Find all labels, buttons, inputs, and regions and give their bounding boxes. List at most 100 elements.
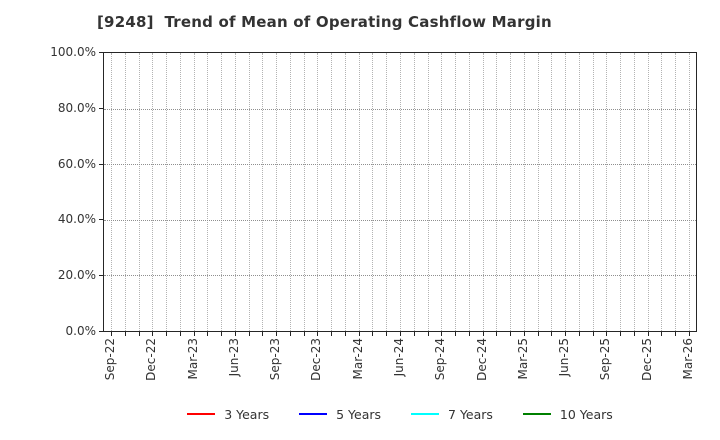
x-tick-mark bbox=[400, 332, 401, 336]
y-tick-label: 80.0% bbox=[57, 100, 96, 115]
vertical-gridline bbox=[138, 53, 140, 331]
legend-label: 3 Years bbox=[224, 406, 270, 422]
x-tick-mark bbox=[441, 332, 443, 336]
x-tick-label: Mar-24 bbox=[350, 338, 365, 380]
y-tick-mark bbox=[99, 219, 103, 221]
legend-item: 5 Years bbox=[299, 407, 381, 422]
vertical-gridline bbox=[372, 53, 374, 331]
vertical-gridline bbox=[358, 53, 360, 331]
x-tick-mark bbox=[578, 332, 580, 336]
x-tick-mark bbox=[303, 332, 305, 336]
vertical-gridline bbox=[262, 53, 264, 331]
vertical-gridline bbox=[551, 53, 553, 331]
vertical-gridline bbox=[193, 53, 195, 331]
vertical-gridline bbox=[289, 53, 291, 331]
vertical-gridline bbox=[675, 53, 677, 331]
x-tick-mark bbox=[537, 332, 539, 336]
x-tick-mark bbox=[152, 332, 154, 336]
x-tick-label: Sep-24 bbox=[433, 338, 448, 381]
chart-title: [9248] Trend of Mean of Operating Cashfl… bbox=[97, 13, 552, 31]
y-tick-label: 0.0% bbox=[65, 324, 97, 338]
x-tick-label: Jun-24 bbox=[392, 338, 406, 377]
y-tick-label: 40.0% bbox=[57, 212, 96, 227]
x-tick-mark bbox=[565, 332, 567, 336]
x-tick-mark bbox=[179, 332, 181, 336]
x-tick-label: Mar-26 bbox=[681, 338, 695, 380]
x-tick-mark bbox=[166, 332, 168, 336]
legend: 3 Years 5 Years 7 Years 10 Years bbox=[103, 403, 697, 425]
x-tick-mark bbox=[633, 332, 635, 336]
vertical-gridline bbox=[207, 53, 209, 331]
vertical-gridline bbox=[234, 53, 236, 331]
vertical-gridline bbox=[386, 53, 388, 331]
horizontal-gridline bbox=[104, 164, 696, 166]
vertical-gridline bbox=[331, 53, 333, 331]
vertical-gridline bbox=[592, 53, 594, 331]
x-tick-mark bbox=[317, 332, 319, 336]
x-tick-mark bbox=[523, 332, 525, 336]
x-tick-mark bbox=[510, 332, 512, 336]
x-tick-mark bbox=[620, 332, 622, 336]
vertical-gridline bbox=[303, 53, 305, 331]
vertical-gridline bbox=[400, 53, 401, 331]
x-tick-label: Sep-25 bbox=[598, 338, 613, 381]
vertical-gridline bbox=[523, 53, 525, 331]
y-tick-label: 60.0% bbox=[57, 156, 96, 171]
x-tick-label: Dec-25 bbox=[639, 338, 654, 381]
x-tick-mark bbox=[413, 332, 415, 336]
horizontal-gridline bbox=[104, 275, 696, 277]
x-tick-mark bbox=[689, 332, 690, 336]
legend-label: 5 Years bbox=[336, 406, 382, 422]
legend-item: 3 Years bbox=[187, 407, 269, 422]
x-tick-mark bbox=[331, 332, 333, 336]
horizontal-gridline bbox=[104, 219, 696, 221]
x-tick-mark bbox=[647, 332, 649, 336]
vertical-gridline bbox=[317, 53, 319, 331]
y-tick-mark bbox=[99, 163, 103, 165]
vertical-gridline bbox=[647, 53, 649, 331]
x-tick-mark bbox=[248, 332, 250, 336]
vertical-gridline bbox=[620, 53, 622, 331]
vertical-gridline bbox=[179, 53, 181, 331]
legend-line-swatch bbox=[522, 413, 551, 415]
x-tick-mark bbox=[482, 332, 484, 336]
x-tick-mark bbox=[221, 332, 223, 336]
x-tick-mark bbox=[262, 332, 264, 336]
legend-item: 7 Years bbox=[411, 407, 493, 422]
x-tick-label: Mar-23 bbox=[185, 338, 200, 380]
vertical-gridline bbox=[124, 53, 126, 331]
legend-label: 7 Years bbox=[448, 406, 493, 422]
vertical-gridline bbox=[606, 53, 608, 331]
x-tick-mark bbox=[289, 332, 291, 336]
legend-line-swatch bbox=[187, 413, 216, 415]
x-tick-mark bbox=[372, 332, 374, 336]
x-tick-mark bbox=[193, 332, 195, 336]
x-tick-mark bbox=[427, 332, 429, 336]
x-tick-mark bbox=[234, 332, 236, 336]
x-tick-mark bbox=[276, 332, 278, 336]
plot-area bbox=[103, 52, 697, 332]
x-tick-mark bbox=[675, 332, 677, 336]
vertical-gridline bbox=[427, 53, 429, 331]
y-tick-label: 20.0% bbox=[57, 268, 96, 283]
vertical-gridline bbox=[276, 53, 278, 331]
vertical-gridline bbox=[565, 53, 567, 331]
x-tick-label: Jun-25 bbox=[557, 338, 572, 377]
legend-item: 10 Years bbox=[522, 407, 613, 422]
x-tick-label: Dec-23 bbox=[309, 338, 324, 381]
vertical-gridline bbox=[221, 53, 223, 331]
x-tick-mark bbox=[111, 332, 112, 336]
x-tick-mark bbox=[455, 332, 457, 336]
x-tick-mark bbox=[386, 332, 388, 336]
y-tick-mark bbox=[99, 331, 103, 332]
vertical-gridline bbox=[413, 53, 415, 331]
vertical-gridline bbox=[633, 53, 635, 331]
x-tick-mark bbox=[551, 332, 553, 336]
x-tick-mark bbox=[592, 332, 594, 336]
y-tick-mark bbox=[99, 52, 103, 53]
legend-line-swatch bbox=[299, 413, 328, 415]
vertical-gridline bbox=[111, 53, 112, 331]
x-tick-label: Sep-23 bbox=[268, 338, 283, 381]
vertical-gridline bbox=[344, 53, 346, 331]
